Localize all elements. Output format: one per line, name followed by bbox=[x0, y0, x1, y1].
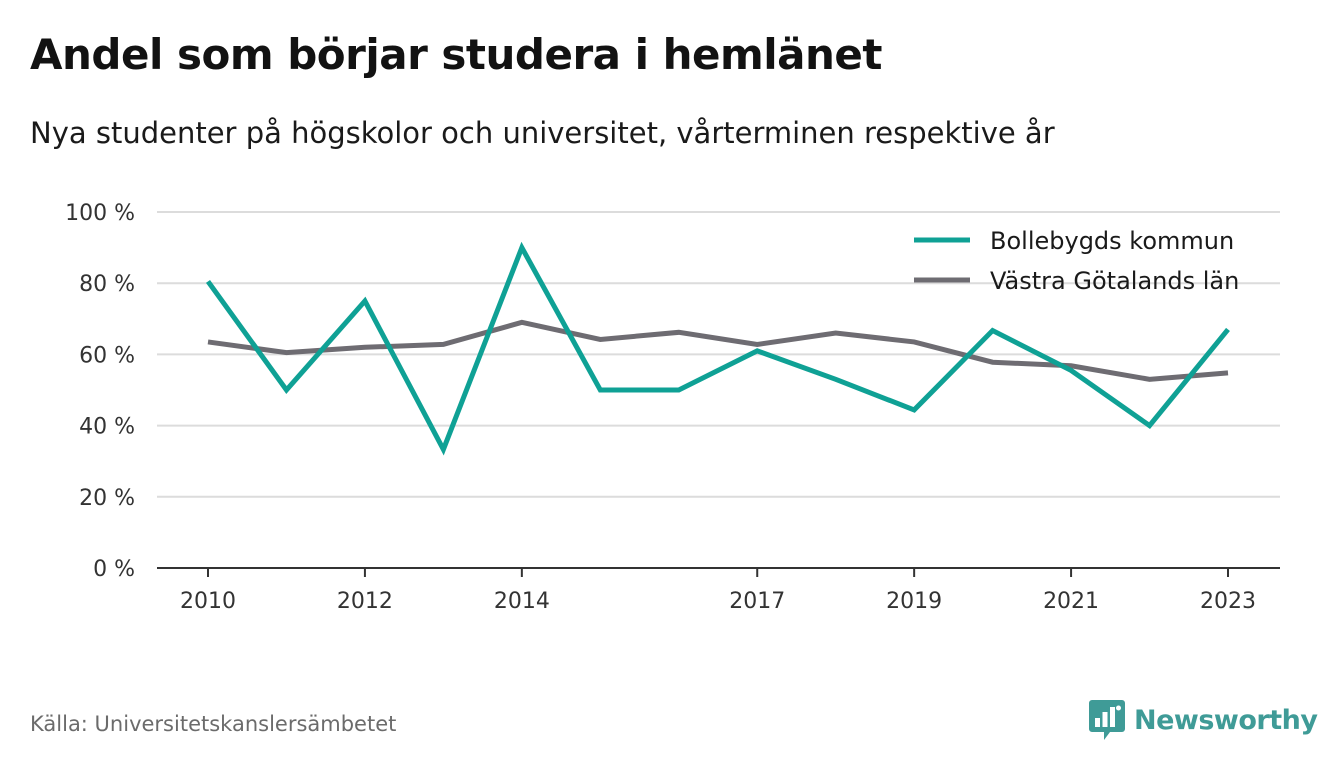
y-tick-label: 40 % bbox=[79, 415, 135, 440]
series-lines bbox=[205, 241, 1230, 456]
x-tick-label: 2010 bbox=[180, 589, 236, 614]
legend-label: Bollebygds kommun bbox=[990, 227, 1234, 255]
x-tick-label: 2023 bbox=[1200, 589, 1256, 614]
y-tick-label: 20 % bbox=[79, 486, 135, 511]
x-tick-label: 2012 bbox=[337, 589, 393, 614]
y-tick-label: 80 % bbox=[79, 272, 135, 297]
x-tick-label: 2019 bbox=[886, 589, 942, 614]
source-note: Källa: Universitetskanslersämbetet bbox=[30, 712, 397, 736]
x-tick-label: 2021 bbox=[1043, 589, 1099, 614]
brand-name: Newsworthy bbox=[1134, 704, 1318, 736]
brand-logo: Newsworthy bbox=[1088, 698, 1318, 742]
gridlines bbox=[157, 211, 1280, 498]
axes: 0 % 20 % 40 % 60 % 80 % 100 % 2010 2012 2014 2017… bbox=[65, 201, 1280, 614]
y-tick-label: 60 % bbox=[79, 343, 135, 368]
x-tick-label: 2014 bbox=[494, 589, 550, 614]
bar-chart-speech-bubble-icon bbox=[1089, 700, 1125, 740]
chart-title: Andel som börjar studera i hemlänet bbox=[30, 30, 883, 79]
y-tick-label: 0 % bbox=[93, 557, 135, 582]
legend: Bollebygds kommun Västra Götalands län bbox=[914, 227, 1239, 295]
line-chart: 0 % 20 % 40 % 60 % 80 % 100 % 2010 2012 2014 2017… bbox=[65, 201, 1280, 614]
y-tick-label: 100 % bbox=[65, 201, 135, 226]
x-tick-label: 2017 bbox=[729, 589, 785, 614]
series-line-bollebygd bbox=[205, 241, 1230, 456]
chart-subtitle: Nya studenter på högskolor och universit… bbox=[30, 116, 1055, 150]
legend-label: Västra Götalands län bbox=[990, 267, 1239, 295]
